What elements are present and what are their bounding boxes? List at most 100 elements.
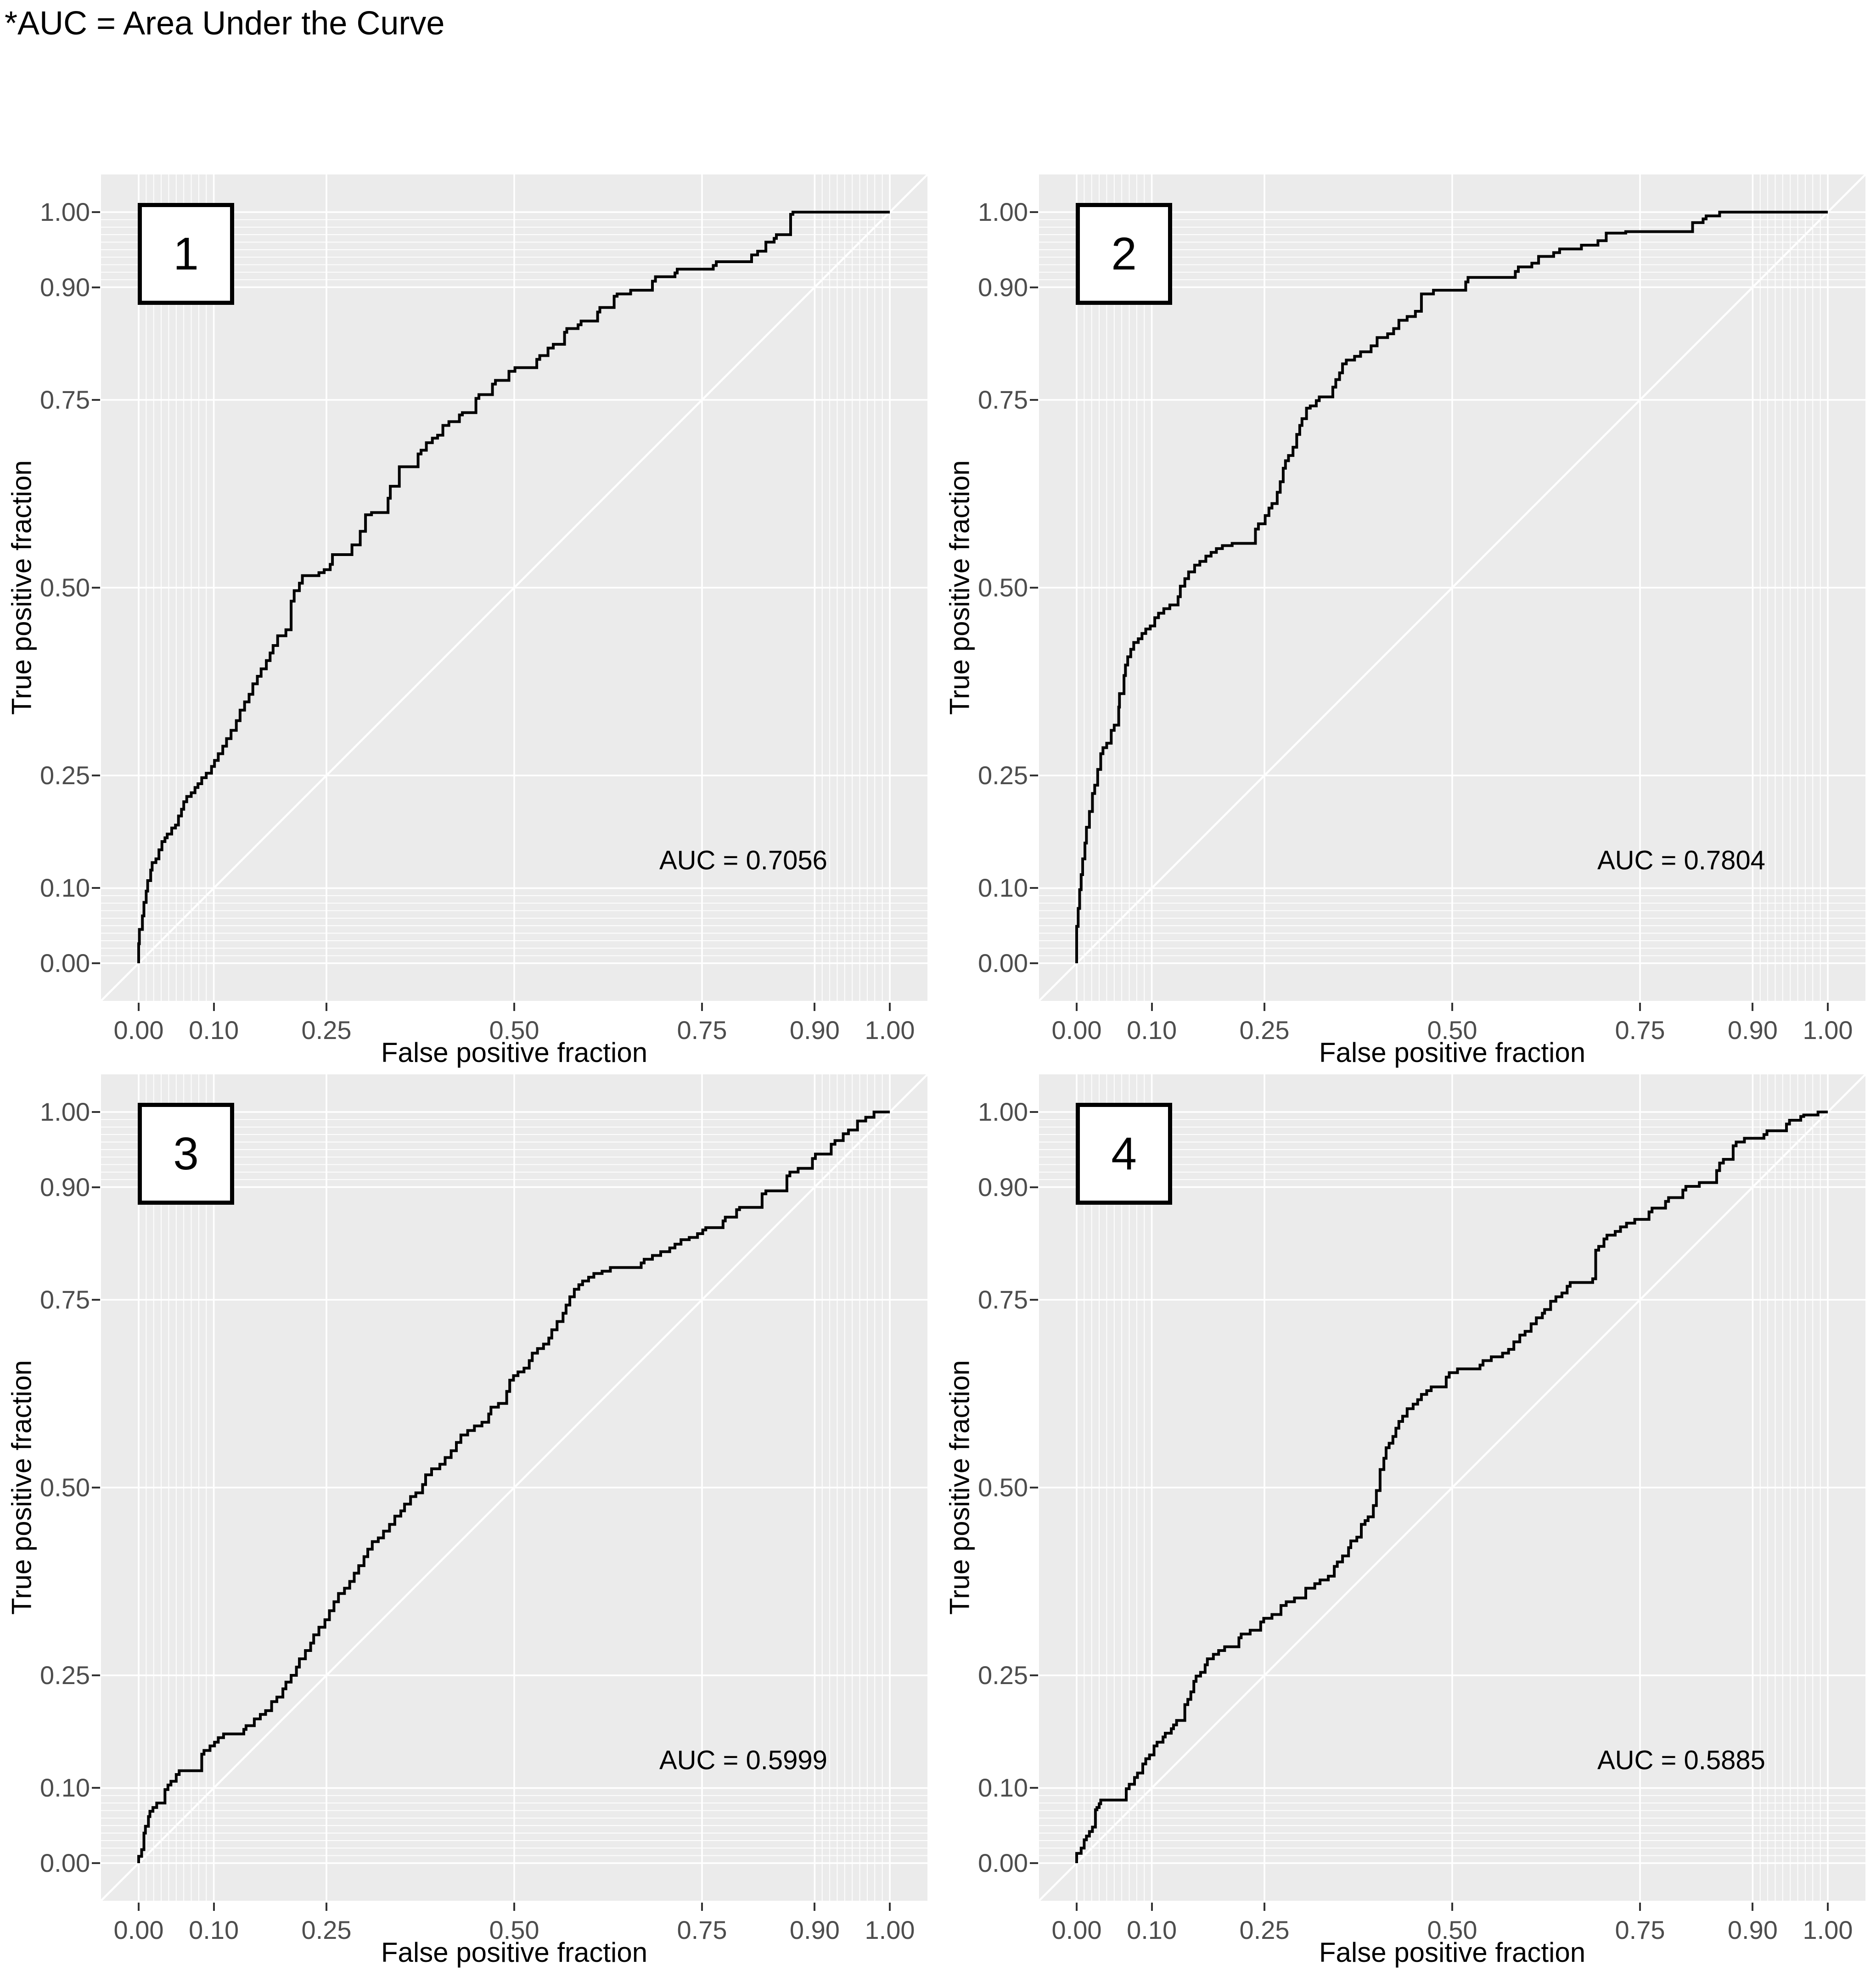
y-tick-mark	[1030, 587, 1038, 589]
x-tick-label: 0.00	[1051, 1915, 1102, 1944]
x-tick-mark	[1827, 1903, 1829, 1911]
x-tick-label: 0.90	[1727, 1016, 1778, 1045]
x-tick-label: 0.00	[113, 1016, 164, 1045]
x-tick-label: 1.00	[865, 1016, 915, 1045]
y-tick-mark	[1030, 1787, 1038, 1789]
x-tick-mark	[326, 1903, 327, 1911]
panel-number-box: 3	[138, 1103, 234, 1205]
auc-annotation: AUC = 0.5999	[659, 1745, 827, 1775]
auc-annotation: AUC = 0.7804	[1597, 845, 1765, 876]
roc-plot-1	[101, 174, 927, 1001]
y-tick-mark	[92, 775, 100, 776]
x-tick-mark	[1151, 1903, 1153, 1911]
x-tick-label: 0.75	[1615, 1915, 1665, 1944]
y-tick-mark	[1030, 1674, 1038, 1676]
y-tick-label: 0.25	[40, 1661, 90, 1690]
x-tick-label: 0.10	[189, 1016, 239, 1045]
y-tick-mark	[1030, 1111, 1038, 1113]
y-tick-mark	[92, 962, 100, 964]
panel-number: 4	[1111, 1128, 1137, 1179]
x-axis-title: False positive fraction	[1319, 1037, 1586, 1068]
x-tick-label: 0.25	[301, 1016, 352, 1045]
y-tick-label: 0.00	[40, 949, 90, 977]
y-tick-label: 0.25	[40, 761, 90, 790]
x-tick-mark	[1264, 1003, 1265, 1011]
y-tick-label: 0.75	[40, 1285, 90, 1314]
roc-curve	[1075, 1111, 1828, 1863]
y-tick-label: 0.10	[40, 873, 90, 903]
y-tick-mark	[1030, 399, 1038, 401]
y-tick-label: 0.50	[978, 1473, 1028, 1502]
y-tick-label: 0.25	[978, 761, 1028, 790]
x-tick-mark	[1076, 1003, 1078, 1011]
y-tick-label: 0.90	[978, 1172, 1028, 1202]
y-tick-mark	[92, 587, 100, 589]
x-tick-mark	[513, 1003, 515, 1011]
y-tick-mark	[92, 1674, 100, 1676]
x-tick-label: 0.25	[301, 1915, 352, 1944]
panel-number-box: 4	[1076, 1103, 1172, 1205]
y-tick-mark	[92, 1299, 100, 1301]
x-tick-mark	[1451, 1003, 1453, 1011]
y-tick-label: 0.10	[978, 873, 1028, 903]
roc-panel-2: True positive fraction 2 AUC = 0.7804 Fa…	[938, 174, 1876, 1088]
roc-plot-2	[1039, 174, 1865, 1001]
y-tick-label: 0.90	[978, 272, 1028, 302]
x-tick-mark	[513, 1903, 515, 1911]
x-tick-mark	[1639, 1003, 1641, 1011]
y-tick-mark	[92, 399, 100, 401]
y-tick-mark	[1030, 1487, 1038, 1488]
x-tick-label: 0.75	[1615, 1016, 1665, 1045]
x-axis-title: False positive fraction	[381, 1937, 648, 1968]
diagonal-reference-line	[1039, 1074, 1865, 1901]
y-tick-mark	[1030, 286, 1038, 288]
x-tick-label: 0.10	[189, 1915, 239, 1944]
x-axis-title: False positive fraction	[381, 1037, 648, 1068]
x-tick-label: 0.50	[489, 1915, 539, 1944]
x-tick-mark	[889, 1003, 891, 1011]
x-tick-mark	[213, 1003, 215, 1011]
panel-number: 3	[173, 1128, 199, 1179]
y-tick-label: 1.00	[40, 1097, 90, 1126]
x-tick-label: 1.00	[865, 1915, 915, 1944]
y-tick-label: 0.25	[978, 1661, 1028, 1690]
x-tick-label: 0.00	[113, 1915, 164, 1944]
auc-annotation: AUC = 0.7056	[659, 845, 827, 876]
y-tick-label: 0.75	[40, 385, 90, 414]
y-tick-label: 0.00	[978, 949, 1028, 977]
x-tick-mark	[1639, 1903, 1641, 1911]
y-tick-mark	[92, 286, 100, 288]
x-tick-label: 0.10	[1127, 1915, 1177, 1944]
x-tick-label: 0.50	[1427, 1915, 1477, 1944]
y-tick-label: 1.00	[40, 197, 90, 226]
x-tick-mark	[814, 1903, 816, 1911]
y-tick-mark	[1030, 1299, 1038, 1301]
y-tick-mark	[1030, 775, 1038, 776]
x-tick-label: 0.90	[1727, 1915, 1778, 1944]
x-tick-label: 0.25	[1239, 1016, 1290, 1045]
panel-number: 1	[173, 228, 199, 280]
x-tick-mark	[889, 1903, 891, 1911]
y-tick-mark	[92, 1111, 100, 1113]
y-tick-mark	[92, 1186, 100, 1188]
x-tick-mark	[326, 1003, 327, 1011]
x-tick-mark	[1752, 1903, 1754, 1911]
figure-title: *AUC = Area Under the Curve	[5, 5, 445, 42]
x-tick-label: 0.75	[677, 1016, 727, 1045]
auc-annotation: AUC = 0.5885	[1597, 1745, 1765, 1775]
x-tick-label: 0.90	[789, 1915, 840, 1944]
diagonal-reference-line	[1039, 174, 1865, 1001]
x-tick-mark	[814, 1003, 816, 1011]
x-tick-mark	[701, 1003, 703, 1011]
y-tick-mark	[1030, 211, 1038, 213]
panel-number-box: 1	[138, 203, 234, 305]
x-tick-label: 1.00	[1803, 1915, 1853, 1944]
y-tick-label: 1.00	[978, 197, 1028, 226]
y-tick-label: 0.50	[978, 573, 1028, 602]
x-tick-label: 0.10	[1127, 1016, 1177, 1045]
y-tick-mark	[1030, 1186, 1038, 1188]
x-tick-mark	[1827, 1003, 1829, 1011]
y-tick-label: 0.75	[978, 1285, 1028, 1314]
panel-number-box: 2	[1076, 203, 1172, 305]
diagonal-reference-line	[101, 1074, 927, 1901]
